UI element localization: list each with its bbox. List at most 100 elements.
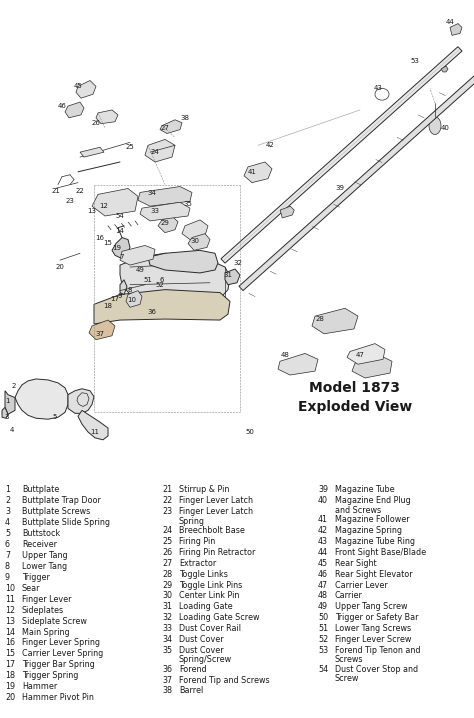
Text: Toggle Links: Toggle Links (179, 569, 228, 579)
Text: 42: 42 (265, 142, 274, 149)
Text: 13: 13 (88, 208, 97, 214)
Text: 14: 14 (5, 628, 15, 636)
Text: Magazine Spring: Magazine Spring (335, 526, 402, 535)
Text: Front Sight Base/Blade: Front Sight Base/Blade (335, 548, 426, 556)
Text: Finger Lever Spring: Finger Lever Spring (22, 638, 100, 648)
Text: Upper Tang Screw: Upper Tang Screw (335, 602, 408, 611)
Text: Barrel: Barrel (179, 686, 203, 696)
Polygon shape (158, 216, 178, 233)
Text: Buttplate Trap Door: Buttplate Trap Door (22, 496, 101, 505)
Text: 5: 5 (53, 414, 57, 420)
Text: 26: 26 (91, 120, 100, 126)
Text: 11: 11 (91, 429, 100, 435)
Polygon shape (221, 47, 462, 263)
Text: Loading Gate Screw: Loading Gate Screw (179, 613, 259, 623)
Text: 10: 10 (5, 584, 15, 593)
Text: 38: 38 (181, 115, 190, 121)
Text: Exploded View: Exploded View (298, 401, 412, 414)
Polygon shape (65, 102, 84, 118)
Polygon shape (96, 110, 118, 123)
Text: and Screws: and Screws (335, 505, 381, 515)
Text: Firing Pin Retractor: Firing Pin Retractor (179, 548, 255, 556)
Polygon shape (138, 187, 192, 206)
Polygon shape (126, 291, 142, 307)
Text: 6: 6 (5, 540, 10, 549)
Text: 53: 53 (318, 646, 328, 655)
Text: Trigger Bar Spring: Trigger Bar Spring (22, 661, 95, 669)
Text: 9: 9 (5, 573, 10, 582)
Polygon shape (182, 220, 208, 240)
Text: 48: 48 (318, 592, 328, 600)
Text: 28: 28 (316, 316, 324, 322)
Polygon shape (94, 289, 230, 324)
Text: Screws: Screws (335, 656, 364, 664)
Ellipse shape (429, 117, 441, 134)
Text: Finger Lever Latch: Finger Lever Latch (179, 508, 253, 516)
Polygon shape (5, 391, 15, 414)
Text: Magazine Tube: Magazine Tube (335, 485, 395, 495)
Text: 15: 15 (5, 649, 15, 658)
Text: Dust Cover: Dust Cover (179, 646, 224, 655)
Polygon shape (148, 251, 218, 273)
Text: 39: 39 (336, 185, 345, 192)
Polygon shape (160, 120, 182, 134)
Text: 14: 14 (116, 228, 125, 234)
Text: 33: 33 (151, 208, 159, 214)
Text: Spring: Spring (179, 517, 205, 526)
Text: 35: 35 (162, 646, 172, 655)
Text: 22: 22 (76, 188, 84, 195)
Text: 22: 22 (162, 496, 172, 505)
Text: 53: 53 (410, 58, 419, 64)
Text: 15: 15 (103, 241, 112, 246)
Text: 28: 28 (162, 569, 172, 579)
Polygon shape (120, 280, 127, 294)
Text: Carrier Lever: Carrier Lever (335, 581, 388, 589)
Text: 19: 19 (5, 682, 15, 691)
Polygon shape (239, 74, 474, 291)
Text: 20: 20 (5, 693, 15, 702)
Polygon shape (352, 355, 392, 378)
Text: 7: 7 (120, 254, 124, 260)
Text: Trigger Spring: Trigger Spring (22, 671, 78, 680)
Text: Screw: Screw (335, 674, 359, 683)
Text: 29: 29 (162, 581, 172, 589)
Text: 24: 24 (151, 149, 159, 155)
Text: 50: 50 (318, 613, 328, 623)
Text: Hammer Pivot Pin: Hammer Pivot Pin (22, 693, 94, 702)
Text: Buttplate Screws: Buttplate Screws (22, 508, 90, 516)
Polygon shape (280, 206, 294, 218)
Text: 11: 11 (5, 595, 15, 604)
Text: 45: 45 (318, 559, 328, 568)
Text: 33: 33 (162, 624, 172, 633)
Text: 51: 51 (318, 624, 328, 633)
Circle shape (146, 268, 150, 272)
Polygon shape (92, 189, 138, 216)
Polygon shape (120, 246, 155, 265)
Text: 2: 2 (12, 383, 16, 389)
Text: 54: 54 (116, 213, 124, 219)
Polygon shape (347, 344, 385, 364)
Text: 31: 31 (162, 602, 172, 611)
Text: 2: 2 (5, 496, 10, 505)
Text: Spring/Screw: Spring/Screw (179, 656, 232, 664)
Text: 21: 21 (162, 485, 172, 495)
Polygon shape (244, 162, 272, 182)
Text: 40: 40 (318, 496, 328, 505)
Text: 36: 36 (147, 309, 156, 315)
Text: 36: 36 (162, 665, 172, 673)
Polygon shape (112, 238, 130, 258)
Text: Sideplates: Sideplates (22, 606, 64, 615)
Text: Hammer: Hammer (22, 682, 57, 691)
Text: 1: 1 (5, 398, 9, 404)
Text: Extractor: Extractor (179, 559, 216, 568)
Text: 1: 1 (5, 485, 10, 495)
Text: Magazine Follower: Magazine Follower (335, 515, 410, 524)
Polygon shape (68, 388, 94, 414)
Text: Model 1873: Model 1873 (310, 381, 401, 395)
Text: 16: 16 (95, 235, 104, 241)
Text: Forend Tip and Screws: Forend Tip and Screws (179, 676, 270, 684)
Text: Center Link Pin: Center Link Pin (179, 592, 239, 600)
Polygon shape (140, 202, 190, 221)
Polygon shape (225, 269, 240, 285)
Text: Finger Lever Latch: Finger Lever Latch (179, 496, 253, 505)
